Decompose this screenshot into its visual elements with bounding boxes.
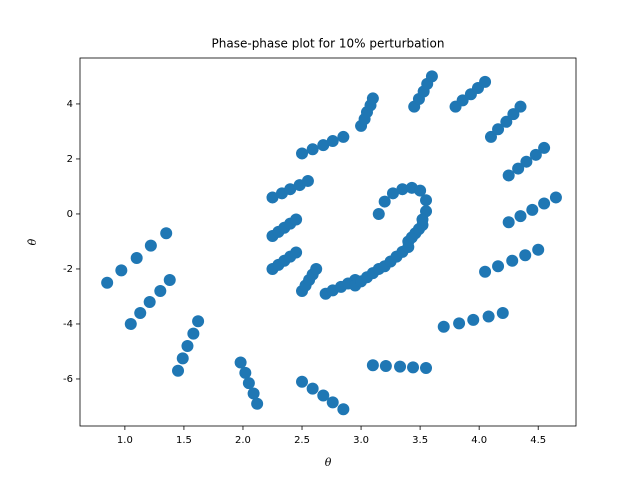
point: [514, 100, 527, 113]
point: [420, 361, 433, 374]
point: [317, 389, 330, 402]
point: [414, 184, 427, 197]
point: [529, 148, 542, 161]
point: [366, 359, 379, 372]
point: [532, 243, 545, 256]
x-tick-label: 3.5: [412, 435, 428, 446]
y-tick-label: -4: [63, 319, 73, 330]
point: [437, 320, 450, 333]
x-tick-label: 1.5: [176, 435, 192, 446]
x-axis-label: θ: [325, 456, 332, 469]
point: [296, 147, 309, 160]
point: [124, 317, 137, 330]
x-tick-label: 3.0: [353, 435, 369, 446]
point: [192, 315, 205, 328]
chart-title: Phase-phase plot for 10% perturbation: [212, 37, 445, 51]
point: [266, 191, 279, 204]
point: [492, 123, 505, 136]
point: [549, 191, 562, 204]
point: [247, 387, 260, 400]
point: [520, 155, 533, 168]
point: [386, 187, 399, 200]
point: [176, 352, 189, 365]
y-tick-label: -2: [63, 264, 73, 275]
point: [396, 183, 409, 196]
point: [479, 265, 492, 278]
point: [514, 210, 527, 223]
x-tick-label: 4.5: [530, 435, 546, 446]
point: [337, 130, 350, 143]
point: [101, 276, 114, 289]
point: [538, 197, 551, 210]
point: [310, 262, 323, 275]
point: [144, 239, 157, 252]
point: [479, 75, 492, 88]
point: [326, 135, 339, 148]
point: [407, 361, 420, 374]
point: [378, 195, 391, 208]
point: [242, 377, 255, 390]
point: [507, 108, 520, 121]
point: [290, 213, 303, 226]
y-tick-label: 4: [67, 99, 73, 110]
point: [484, 130, 497, 143]
point: [181, 339, 194, 352]
point: [172, 364, 185, 377]
y-tick-label: -6: [63, 374, 73, 385]
point: [301, 174, 314, 187]
y-tick-label: 0: [67, 209, 73, 220]
point: [394, 360, 407, 373]
point: [506, 254, 519, 267]
point: [296, 375, 309, 388]
point: [143, 295, 156, 308]
y-tick-label: 2: [67, 154, 73, 165]
point: [453, 317, 466, 330]
point: [502, 169, 515, 182]
point: [425, 70, 438, 83]
point: [306, 143, 319, 156]
point: [115, 264, 128, 277]
point: [420, 194, 433, 207]
point: [154, 284, 167, 297]
point: [306, 382, 319, 395]
y-axis-label: θ̇: [26, 238, 39, 245]
point: [500, 115, 513, 128]
point: [379, 360, 392, 373]
point: [512, 162, 525, 175]
point: [526, 203, 539, 216]
point: [538, 141, 551, 154]
point: [239, 366, 252, 379]
point: [234, 356, 247, 369]
point: [130, 251, 143, 264]
point: [467, 313, 480, 326]
point: [372, 207, 385, 220]
x-tick-label: 2.0: [235, 435, 251, 446]
point: [366, 92, 379, 105]
point: [284, 183, 297, 196]
point: [502, 216, 515, 229]
point: [492, 260, 505, 273]
point: [416, 213, 429, 226]
point: [163, 273, 176, 286]
point: [317, 139, 330, 152]
point: [160, 227, 173, 240]
point: [134, 306, 147, 319]
point: [290, 246, 303, 259]
x-tick-label: 4.0: [471, 435, 487, 446]
point: [519, 249, 532, 262]
point: [187, 327, 200, 340]
point: [326, 396, 339, 409]
point: [456, 94, 469, 107]
plot-frame: [79, 57, 577, 427]
point: [496, 306, 509, 319]
point: [251, 397, 264, 410]
x-tick-label: 1.0: [117, 435, 133, 446]
point: [482, 310, 495, 323]
x-tick-label: 2.5: [294, 435, 310, 446]
point: [337, 403, 350, 416]
